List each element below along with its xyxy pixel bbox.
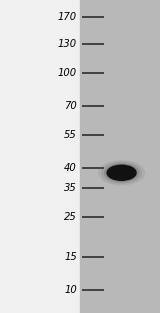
Ellipse shape xyxy=(107,165,137,181)
Text: 25: 25 xyxy=(64,212,77,222)
Ellipse shape xyxy=(99,161,145,185)
Bar xyxy=(80,0,160,313)
Text: 40: 40 xyxy=(64,163,77,173)
Ellipse shape xyxy=(104,164,139,182)
Bar xyxy=(0,0,80,313)
Text: 170: 170 xyxy=(58,12,77,22)
Text: 15: 15 xyxy=(64,252,77,262)
Text: 100: 100 xyxy=(58,68,77,78)
Text: 55: 55 xyxy=(64,130,77,140)
Text: 10: 10 xyxy=(64,285,77,295)
Text: 35: 35 xyxy=(64,183,77,193)
Text: 70: 70 xyxy=(64,101,77,111)
Ellipse shape xyxy=(101,162,142,183)
Text: 130: 130 xyxy=(58,39,77,49)
Ellipse shape xyxy=(107,165,136,180)
